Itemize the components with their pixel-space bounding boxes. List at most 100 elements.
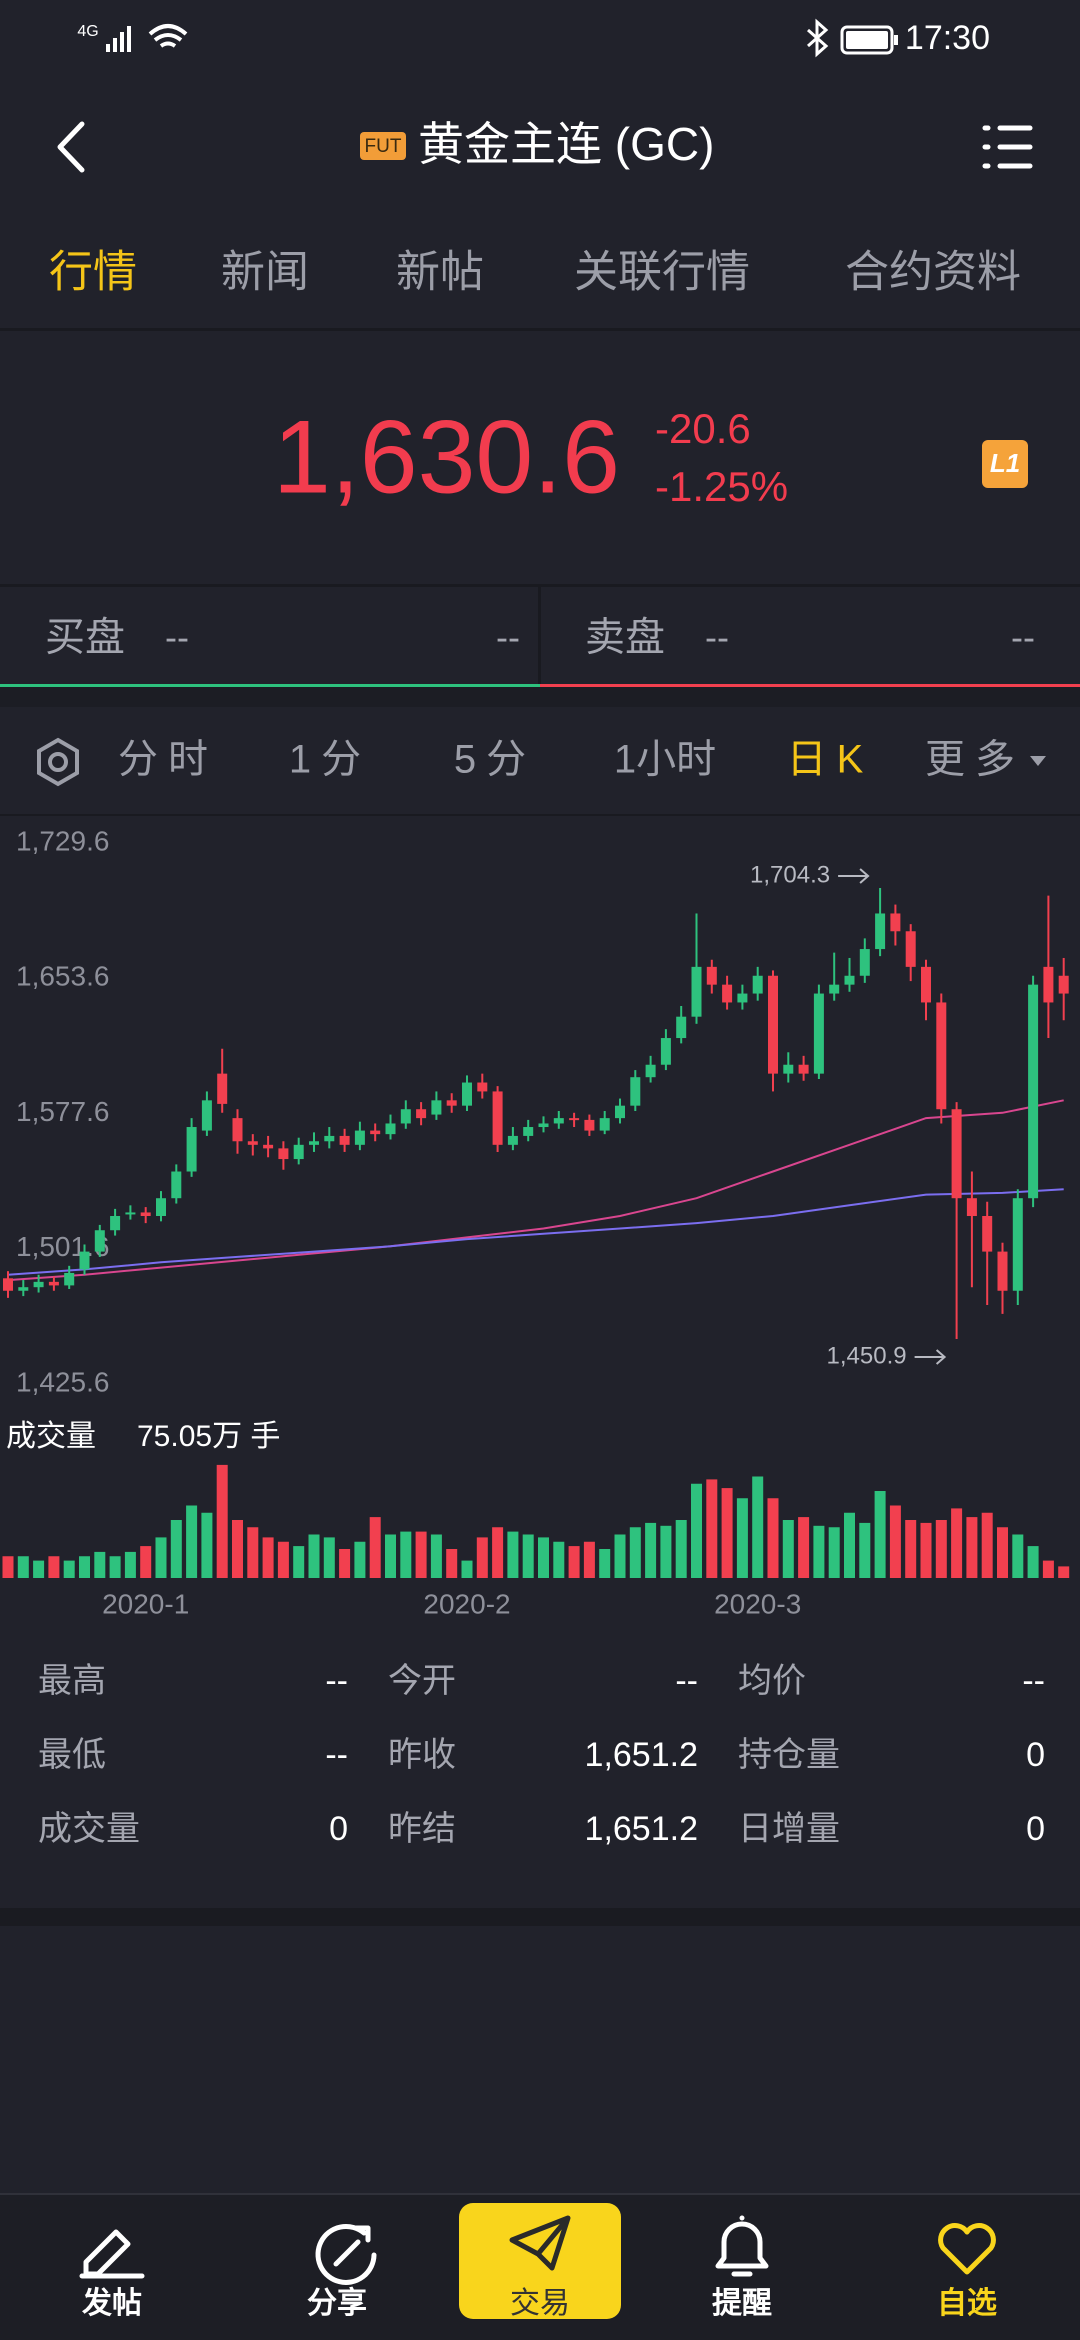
candle-body bbox=[798, 1064, 809, 1074]
heart-icon bbox=[938, 2223, 996, 2275]
volume-bar bbox=[2, 1556, 14, 1578]
volume-bar bbox=[79, 1556, 90, 1578]
volume-bar bbox=[736, 1498, 748, 1578]
tab[interactable]: 新帖 bbox=[396, 248, 484, 297]
volume-bar bbox=[706, 1479, 718, 1578]
ask-label: 卖盘 bbox=[585, 616, 665, 660]
chart-tab[interactable]: 1小时 bbox=[614, 738, 716, 782]
chart-tab[interactable]: 日K bbox=[787, 738, 874, 782]
candle-body bbox=[18, 1287, 29, 1291]
chart-tab[interactable]: 分时 bbox=[118, 738, 218, 782]
extreme-label: 1,704.3 bbox=[750, 861, 830, 888]
tab-bar: 行情 新闻 新帖 关联行情 合约资料 bbox=[49, 248, 1021, 297]
y-tick-label: 1,425.6 bbox=[16, 1366, 109, 1397]
candle-body bbox=[706, 966, 717, 985]
y-tick-label: 1,501.6 bbox=[16, 1231, 109, 1262]
candle-body bbox=[477, 1082, 488, 1092]
stat-label: 昨结 bbox=[388, 1810, 456, 1848]
volume-bar bbox=[798, 1517, 810, 1578]
volume-bar bbox=[186, 1505, 198, 1578]
volume-chart: 2020-1 2020-2 2020-3 bbox=[2, 1464, 1070, 1619]
bluetooth-icon bbox=[807, 18, 829, 58]
network-type: 4G bbox=[77, 23, 98, 40]
chart-settings-icon[interactable] bbox=[37, 737, 79, 787]
ask-size: -- bbox=[1011, 617, 1035, 658]
chart-tab[interactable]: 5分 bbox=[454, 738, 536, 782]
candle-body bbox=[737, 993, 748, 1003]
nav-item[interactable]: 发帖 bbox=[81, 2287, 142, 2320]
battery-icon bbox=[840, 25, 894, 55]
candle-body bbox=[722, 984, 733, 1003]
stat-value: -- bbox=[1022, 1662, 1045, 1700]
volume-bar bbox=[920, 1522, 932, 1578]
stat-value: 0 bbox=[329, 1810, 348, 1848]
candle-body bbox=[247, 1141, 258, 1145]
nav-item[interactable]: 自选 bbox=[937, 2287, 997, 2320]
stat-value: -- bbox=[675, 1662, 698, 1700]
volume-bar bbox=[308, 1534, 320, 1578]
price-change-pct: -1.25% bbox=[655, 463, 788, 510]
nav-item[interactable]: 分享 bbox=[307, 2286, 367, 2320]
volume-bar bbox=[522, 1534, 534, 1578]
stat-label: 今开 bbox=[388, 1662, 456, 1700]
post-icon bbox=[79, 2229, 145, 2279]
candle-body bbox=[156, 1198, 166, 1217]
chart-tab[interactable]: 1分 bbox=[289, 738, 371, 782]
candle-body bbox=[446, 1100, 457, 1106]
candle-body bbox=[645, 1064, 656, 1078]
candle-body bbox=[110, 1216, 121, 1231]
stat-value: -- bbox=[325, 1736, 348, 1774]
candle-body bbox=[844, 975, 855, 985]
stat-label: 最高 bbox=[38, 1662, 106, 1700]
volume-bar bbox=[385, 1534, 396, 1578]
price-change: -20.6 bbox=[655, 405, 751, 452]
candle-body bbox=[385, 1123, 396, 1135]
volume-bar bbox=[232, 1520, 243, 1578]
x-tick-label: 2020-3 bbox=[714, 1588, 801, 1619]
candle-body bbox=[431, 1100, 442, 1115]
volume-bar bbox=[277, 1541, 289, 1578]
candle-body bbox=[630, 1077, 641, 1106]
candle-body bbox=[140, 1212, 151, 1217]
volume-bar bbox=[216, 1464, 228, 1578]
candle-body bbox=[324, 1135, 335, 1142]
volume-bar bbox=[981, 1512, 993, 1578]
candle-body bbox=[951, 1109, 962, 1199]
back-button[interactable] bbox=[57, 121, 85, 173]
y-tick-label: 1,653.6 bbox=[16, 961, 109, 992]
volume-bar bbox=[430, 1534, 442, 1578]
nav-item[interactable]: 提醒 bbox=[712, 2287, 772, 2320]
chart-settings-icon-center bbox=[48, 752, 68, 772]
chart-tab[interactable]: 更多 bbox=[925, 738, 1025, 782]
volume-bar bbox=[507, 1531, 519, 1578]
candle-body bbox=[416, 1109, 427, 1119]
candle-body bbox=[309, 1141, 319, 1145]
tab[interactable]: 关联行情 bbox=[574, 248, 750, 297]
candle-body bbox=[263, 1144, 274, 1149]
divider bbox=[538, 587, 541, 687]
candle-body bbox=[171, 1171, 182, 1199]
tab[interactable]: 合约资料 bbox=[845, 248, 1021, 297]
stat-label: 持仓量 bbox=[738, 1736, 840, 1774]
volume-bar bbox=[675, 1520, 687, 1578]
volume-bar bbox=[33, 1560, 45, 1578]
share-icon bbox=[315, 2224, 377, 2285]
tab[interactable]: 新闻 bbox=[221, 248, 309, 297]
candle-body bbox=[79, 1251, 90, 1270]
menu-button[interactable] bbox=[982, 125, 1033, 169]
stat-label: 最低 bbox=[38, 1736, 106, 1774]
volume-bar bbox=[1027, 1546, 1039, 1578]
divider bbox=[0, 1908, 1080, 1926]
candle-body bbox=[33, 1281, 44, 1288]
nav-item[interactable]: 交易 bbox=[510, 2287, 570, 2320]
volume-bar bbox=[874, 1491, 886, 1578]
volume-bar bbox=[629, 1527, 641, 1578]
tab[interactable]: 行情 bbox=[49, 248, 137, 297]
candle-body bbox=[1012, 1198, 1023, 1291]
stat-label: 成交量 bbox=[38, 1810, 140, 1848]
level-badge[interactable] bbox=[982, 440, 1028, 488]
x-tick-label: 2020-2 bbox=[423, 1588, 510, 1619]
trade-button-bg[interactable] bbox=[459, 2203, 621, 2319]
candle-body bbox=[982, 1216, 993, 1252]
candle-body bbox=[584, 1119, 595, 1131]
